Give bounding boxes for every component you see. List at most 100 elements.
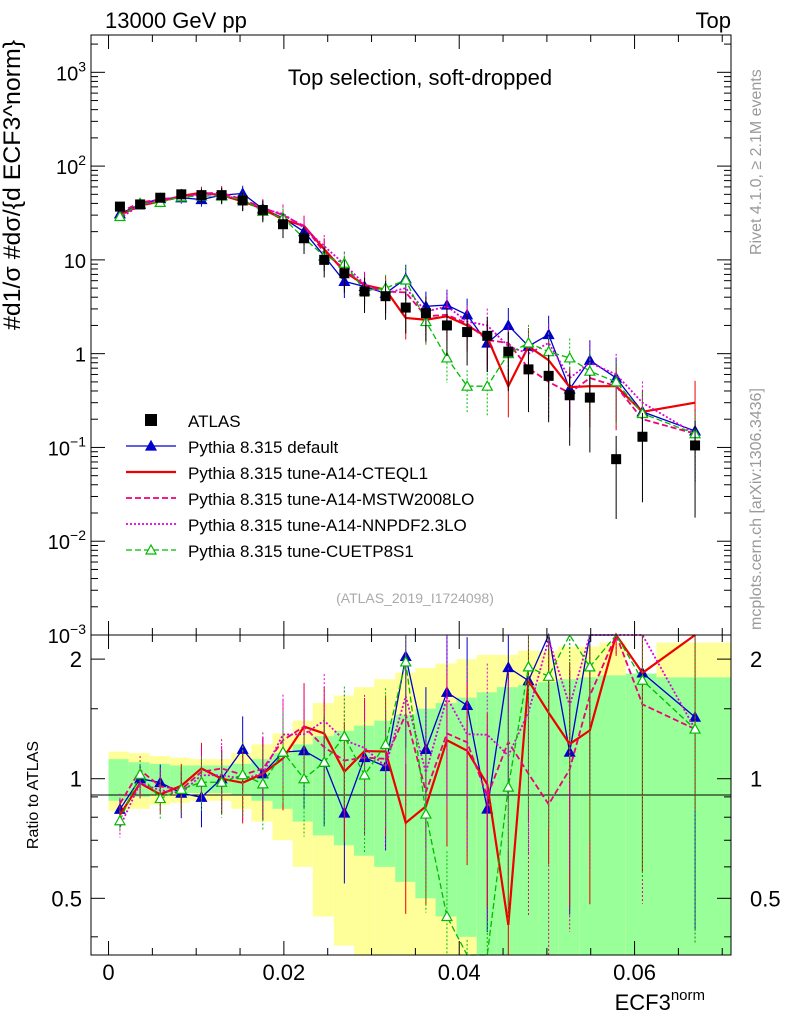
stat-uncertainty-band: [312, 736, 334, 836]
series-5-ratio-marker: [542, 670, 555, 681]
y-tick-base: 10: [48, 532, 70, 554]
series-5-marker: [461, 379, 474, 391]
series-5-marker: [481, 379, 494, 391]
atlas-data-point: [462, 327, 473, 338]
series-5-ratio-marker: [338, 730, 351, 742]
series-5-line: [119, 195, 696, 435]
atlas-data-point: [278, 219, 288, 230]
series-5-ratio-marker: [134, 768, 147, 779]
series-3-line: [119, 191, 696, 435]
atlas-data-point: [637, 431, 648, 442]
stat-uncertainty-band: [558, 679, 580, 955]
series-5-ratio-marker: [318, 756, 331, 767]
series-2-line: [119, 191, 696, 413]
analysis-tag: (ATLAS_2019_I1724098): [336, 590, 494, 606]
series-5-ratio-marker: [440, 910, 453, 922]
ratio-y-label: Ratio to ATLAS: [25, 741, 42, 849]
atlas-data-point: [380, 291, 391, 302]
chart-title: Top selection, soft-dropped: [288, 65, 552, 90]
ratio-tick-label-right: 0.5: [750, 886, 781, 911]
stat-uncertainty-band: [231, 763, 252, 795]
series-5-ratio-marker: [276, 745, 290, 757]
y-tick-base: 10: [48, 626, 70, 648]
y-tick-base: 10: [64, 251, 86, 273]
ratio-tick-label-right: 1: [750, 767, 762, 792]
y-tick-label: 102: [56, 152, 86, 179]
series-5-ratio-marker: [689, 722, 702, 734]
stat-uncertainty-band: [599, 675, 626, 955]
atlas-data-point: [359, 286, 370, 297]
atlas-data-point: [114, 201, 125, 212]
stat-uncertainty-band: [374, 720, 396, 867]
main-series-layer: [113, 185, 702, 520]
series-5-ratio-marker: [175, 783, 188, 794]
atlas-data-point: [400, 302, 411, 313]
y-tick-base: 1: [75, 345, 86, 367]
series-5-marker: [583, 364, 596, 376]
series-5-ratio-marker: [379, 738, 392, 750]
series-5-ratio-marker: [256, 777, 269, 789]
y-tick-exponent: −3: [70, 621, 86, 637]
ratio-tick-label: 0.5: [51, 886, 82, 911]
x-tick-label: 0.04: [438, 960, 481, 985]
rivet-version-label: Rivet 4.1.0, ≥ 2.1M events: [748, 69, 765, 255]
atlas-data-point: [523, 364, 534, 375]
x-axis-label-main: ECF3: [615, 990, 671, 1015]
y-tick-label: 10: [64, 251, 86, 273]
series-5-ratio-marker: [502, 780, 515, 792]
atlas-data-point: [420, 308, 431, 319]
atlas-data-point: [543, 370, 554, 381]
atlas-data-point: [216, 190, 227, 201]
ratio-panel: 0.5 0.5 1 1 2 2 Ratio to ATLAS: [25, 632, 781, 956]
y-tick-label: 10−2: [48, 527, 86, 554]
series-5-ratio-marker: [298, 772, 311, 784]
series-5-ratio-marker: [154, 792, 167, 804]
series-5-ratio-marker: [419, 807, 432, 819]
atlas-data-point: [135, 199, 146, 210]
atlas-data-point: [584, 392, 595, 403]
series-5-marker: [522, 336, 535, 348]
series-5-marker: [113, 210, 126, 222]
process-label: Top: [696, 8, 731, 33]
x-axis-label: ECF3norm: [615, 987, 705, 1015]
atlas-data-point: [176, 189, 187, 200]
legend: ATLAS Pythia 8.315 default Pythia 8.315 tu…: [126, 412, 474, 561]
y-tick-exponent: −2: [70, 527, 86, 543]
series-5-marker: [610, 375, 623, 387]
x-axis-label-sup: norm: [671, 987, 705, 1004]
series-3-ratio-line: [119, 632, 696, 807]
atlas-data-point: [257, 205, 268, 216]
x-tick-label: 0.02: [262, 960, 305, 985]
legend-label-1: Pythia 8.315 default: [188, 438, 339, 457]
series-5-ratio-marker: [583, 660, 596, 672]
atlas-data-point: [482, 330, 493, 341]
series-5-ratio-marker: [636, 674, 649, 685]
series-4-ratio-line: [119, 634, 696, 828]
series-5-ratio-marker: [215, 776, 228, 787]
ratio-tick-label: 1: [70, 767, 82, 792]
ratio-series-layer: [113, 632, 702, 956]
ratio-tick-label: 2: [70, 647, 82, 672]
y-axis-label: #d1/σ #dσ/{d ECF3^norm}: [0, 40, 26, 330]
atlas-data-point: [690, 440, 701, 451]
series-1-marker: [502, 319, 515, 331]
y-tick-label: 10−1: [48, 433, 86, 460]
ratio-frame: [90, 634, 732, 956]
energy-label: 13000 GeV pp: [105, 8, 247, 33]
mcplots-label: mcplots.cern.ch [arXiv:1306.3436]: [748, 388, 765, 630]
atlas-data-point: [237, 195, 248, 206]
y-tick-base: 10: [48, 438, 70, 460]
stat-uncertainty-band: [625, 673, 657, 955]
series-5-marker: [563, 351, 576, 363]
series-5-ratio-line: [119, 633, 696, 956]
legend-label-2: Pythia 8.315 tune-A14-CTEQL1: [188, 464, 428, 483]
series-5-ratio-marker: [399, 655, 412, 667]
atlas-data-point: [319, 254, 330, 265]
series-5-ratio-marker: [522, 660, 535, 672]
legend-atlas-marker: [145, 414, 157, 426]
y-tick-exponent: −1: [70, 433, 86, 449]
series-1-ratio-marker: [502, 661, 515, 673]
atlas-data-point: [441, 320, 452, 331]
